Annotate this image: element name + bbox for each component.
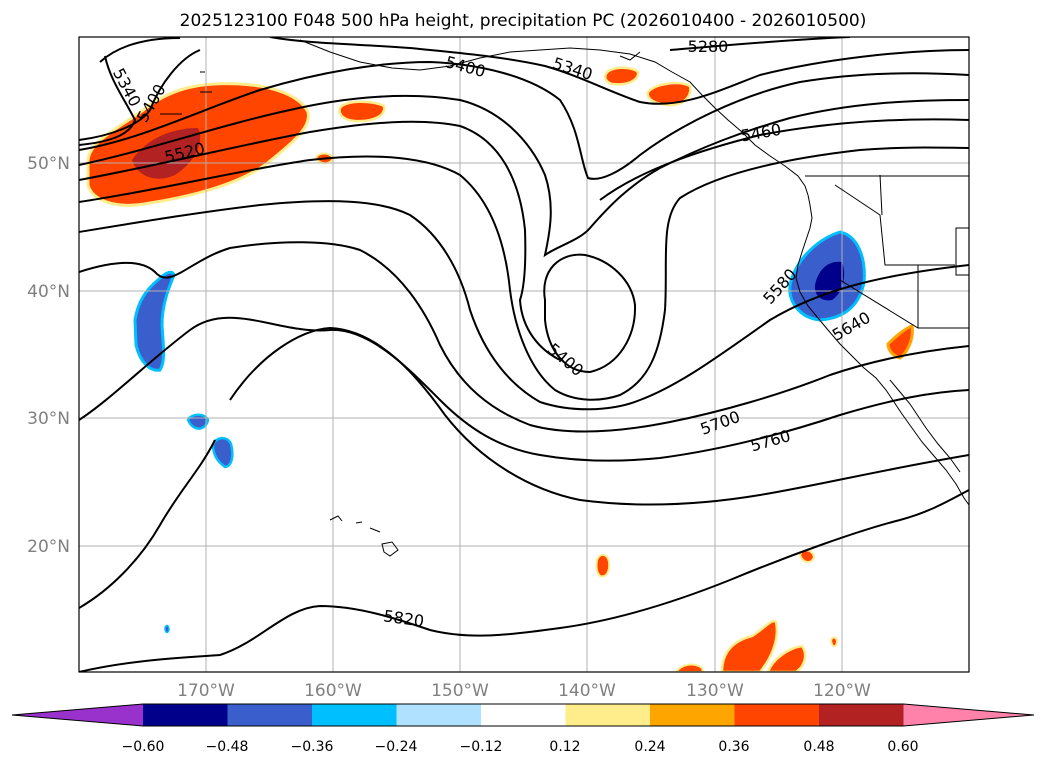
contour-label: 5280	[688, 37, 729, 56]
lon-label: 130°W	[686, 681, 744, 701]
precip-area-tropical-6	[829, 636, 839, 648]
precip-area-small-west-2	[211, 436, 234, 469]
lat-label: 30°N	[27, 409, 70, 429]
contour-5340-west	[79, 55, 137, 146]
lon-label: 150°W	[431, 681, 489, 701]
contour-5700	[79, 241, 969, 433]
contour-5400-north	[79, 60, 969, 180]
colorbar	[11, 703, 1035, 727]
colorbar-segment	[734, 704, 820, 726]
map-area: 5280 5340 5400 5340 5400 5520 5460 5580 …	[79, 37, 969, 672]
contour-5760	[79, 316, 969, 462]
colorbar-tick-label: −0.60	[122, 739, 165, 755]
lat-label: 40°N	[27, 282, 70, 302]
colorbar-tick-label: 0.12	[549, 739, 580, 755]
lon-label: 170°W	[177, 681, 235, 701]
colorbar-segment	[143, 704, 228, 726]
lon-label: 160°W	[304, 681, 362, 701]
colorbar-segment	[312, 704, 397, 726]
latitude-labels: 50°N 40°N 30°N 20°N	[27, 154, 70, 557]
colorbar-tick-label: 0.60	[887, 739, 918, 755]
colorbar-segment	[481, 704, 566, 726]
contour-5340	[269, 37, 969, 105]
colorbar-extend-max	[903, 704, 1034, 726]
colorbar-tick-label: −0.36	[291, 739, 334, 755]
colorbar-tick-label: 0.48	[803, 739, 834, 755]
precip-area-tropical-1	[595, 554, 611, 578]
precip-area-central-pacific	[133, 270, 176, 372]
contour-5580	[79, 146, 969, 401]
map-frame	[78, 36, 970, 673]
colorbar-segment	[650, 704, 735, 726]
height-contours	[79, 37, 969, 672]
colorbar-tick-label: 0.24	[634, 739, 665, 755]
contour-5820-outer	[79, 326, 969, 609]
precip-area-small-west-1	[186, 413, 210, 430]
longitude-labels: 170°W 160°W 150°W 140°W 130°W 120°W	[177, 681, 871, 701]
lat-label: 50°N	[27, 154, 70, 174]
contour-5640	[79, 200, 969, 411]
precip-area-small-west-3	[164, 624, 170, 634]
precip-area-tropical-5	[674, 663, 705, 672]
precip-area-tropical-3	[720, 619, 779, 672]
lon-label: 120°W	[813, 681, 871, 701]
colorbar-tick-label: −0.12	[460, 739, 503, 755]
precip-positive-regions	[86, 66, 914, 672]
colorbar-segment	[227, 704, 313, 726]
precip-area-aleutian	[338, 100, 386, 123]
precip-area-gulf-alaska	[604, 66, 640, 86]
colorbar-segment	[396, 704, 482, 726]
contour-5280	[99, 37, 851, 63]
precip-area-arizona	[886, 324, 914, 360]
precip-area-southeast-alaska	[646, 81, 692, 107]
coastlines	[160, 39, 969, 557]
precip-area-tropical-4	[766, 644, 807, 672]
colorbar-ticks: −0.60 −0.48 −0.36 −0.24 −0.12 0.12 0.24 …	[122, 739, 919, 755]
contour-5460	[79, 94, 969, 258]
colorbar-tick-label: 0.36	[718, 739, 749, 755]
colorbar-outline	[11, 703, 1035, 727]
colorbar-tick-label: −0.48	[206, 739, 249, 755]
contour-5820	[79, 489, 969, 672]
contour-5400-closed	[543, 253, 637, 374]
lat-label: 20°N	[27, 537, 70, 557]
colorbar-segment	[565, 704, 651, 726]
contour-5520	[79, 118, 969, 361]
colorbar-segment	[819, 704, 904, 726]
map-title: 2025123100 F048 500 hPa height, precipit…	[180, 11, 867, 31]
colorbar-tick-label: −0.24	[375, 739, 418, 755]
lon-label: 140°W	[558, 681, 616, 701]
contour-5400-west	[79, 49, 201, 141]
colorbar-extend-min	[12, 704, 143, 726]
